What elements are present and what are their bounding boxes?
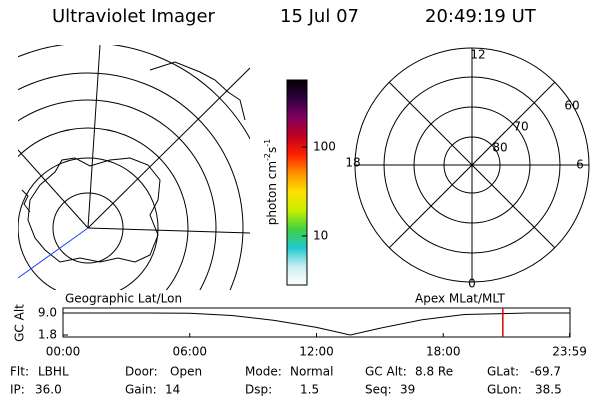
altitude-frame xyxy=(62,307,571,338)
info-value: LBHL xyxy=(38,365,69,379)
info-label: Door: xyxy=(125,365,158,379)
x-tick-label: 23:59 xyxy=(552,345,587,359)
colorbar-tick-label: 100 xyxy=(313,140,336,154)
time: 20:49:19 UT xyxy=(425,6,537,27)
mlt-label: 12 xyxy=(470,48,485,62)
info-panel: Flt: LBHL Door: Open Mode: Normal GC Alt: 8.8 R… xyxy=(10,365,562,397)
info-label: Flt: xyxy=(10,365,29,379)
info-value: 38.5 xyxy=(535,383,562,397)
date: 15 Jul 07 xyxy=(280,6,359,27)
geographic-map xyxy=(18,45,250,290)
mlt-label: 0 xyxy=(468,277,476,291)
colorbar-scale xyxy=(286,79,308,286)
colorbar-label: photon cm-2s-1 xyxy=(263,139,279,226)
label-sup: -1 xyxy=(263,139,272,147)
polar-grid xyxy=(354,47,590,283)
mlt-label: 18 xyxy=(345,156,360,170)
info-label: GC Alt: xyxy=(365,365,407,379)
info-value: 14 xyxy=(165,383,180,397)
lat-label: 70 xyxy=(513,120,528,134)
info-label: IP: xyxy=(10,383,25,397)
title: Ultraviolet Imager xyxy=(52,6,216,27)
info-label: Dsp: xyxy=(245,383,272,397)
info-value: 1.5 xyxy=(300,383,319,397)
label-part: s xyxy=(265,147,279,153)
altitude-ylabel: GC Alt xyxy=(13,304,27,342)
info-value: -69.7 xyxy=(530,365,561,379)
mlt-label: 6 xyxy=(576,158,584,172)
info-value: 39 xyxy=(400,383,415,397)
x-tick-label: 12:00 xyxy=(299,345,334,359)
right-map-label: Apex MLat/MLT xyxy=(415,292,505,306)
info-value: 8.8 Re xyxy=(415,365,453,379)
info-label: Gain: xyxy=(125,383,157,397)
label-sup: -2 xyxy=(263,153,272,161)
colorbar-tick-label: 10 xyxy=(313,228,328,242)
x-tick-label: 06:00 xyxy=(172,345,207,359)
x-tick-label: 00:00 xyxy=(46,345,81,359)
y-tick-label: 1.8 xyxy=(38,328,57,342)
lat-label: 80 xyxy=(492,141,507,155)
y-tick-label: 9.0 xyxy=(38,306,57,320)
info-label: GLon: xyxy=(487,383,522,397)
altitude-line xyxy=(63,312,570,336)
info-label: Mode: xyxy=(245,365,282,379)
info-label: Seq: xyxy=(365,383,392,397)
info-value: Open xyxy=(170,365,202,379)
altitude-plot: 9.0 1.8 00:00 06:00 12:00 18:00 23:59 xyxy=(38,306,587,359)
left-map-label: Geographic Lat/Lon xyxy=(65,292,182,306)
info-label: GLat: xyxy=(487,365,519,379)
info-value: Normal xyxy=(290,365,333,379)
lat-label: 60 xyxy=(564,99,579,113)
x-tick-label: 18:00 xyxy=(426,345,461,359)
info-value: 36.0 xyxy=(35,383,62,397)
label-part: photon cm xyxy=(265,161,279,225)
colorbar: photon cm-2s-1 10 100 xyxy=(263,79,336,286)
